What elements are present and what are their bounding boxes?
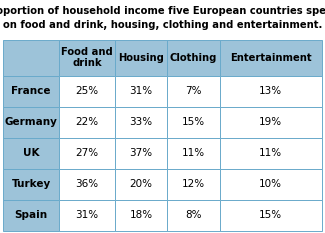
Text: Turkey: Turkey bbox=[11, 179, 51, 189]
Text: 12%: 12% bbox=[182, 179, 205, 189]
Text: Proportion of household income five European countries spend: Proportion of household income five Euro… bbox=[0, 6, 325, 16]
Bar bbox=[3, 200, 59, 231]
Text: 19%: 19% bbox=[259, 117, 282, 127]
Bar bbox=[115, 76, 167, 107]
Text: Food and
drink: Food and drink bbox=[61, 47, 113, 68]
Bar bbox=[167, 107, 220, 138]
Bar bbox=[167, 169, 220, 200]
Bar bbox=[59, 40, 115, 76]
Bar bbox=[167, 200, 220, 231]
Bar bbox=[3, 138, 59, 169]
Bar bbox=[3, 169, 59, 200]
Bar bbox=[220, 138, 322, 169]
Text: UK: UK bbox=[23, 148, 39, 158]
Bar bbox=[59, 76, 115, 107]
Bar bbox=[59, 169, 115, 200]
Bar bbox=[3, 40, 59, 76]
Text: 31%: 31% bbox=[129, 86, 152, 96]
Text: 13%: 13% bbox=[259, 86, 282, 96]
Text: Germany: Germany bbox=[5, 117, 58, 127]
Bar bbox=[220, 169, 322, 200]
Text: Clothing: Clothing bbox=[170, 53, 217, 63]
Text: 36%: 36% bbox=[75, 179, 98, 189]
Text: 33%: 33% bbox=[129, 117, 152, 127]
Bar bbox=[115, 138, 167, 169]
Text: 11%: 11% bbox=[259, 148, 282, 158]
Text: France: France bbox=[11, 86, 51, 96]
Bar bbox=[3, 76, 59, 107]
Bar bbox=[220, 200, 322, 231]
Text: 37%: 37% bbox=[129, 148, 152, 158]
Bar bbox=[167, 40, 220, 76]
Text: Housing: Housing bbox=[118, 53, 164, 63]
Bar bbox=[115, 200, 167, 231]
Bar bbox=[115, 169, 167, 200]
Bar bbox=[220, 76, 322, 107]
Text: 27%: 27% bbox=[75, 148, 98, 158]
Text: Spain: Spain bbox=[15, 210, 48, 220]
Text: 8%: 8% bbox=[185, 210, 202, 220]
Bar bbox=[167, 138, 220, 169]
Text: 10%: 10% bbox=[259, 179, 282, 189]
Text: 7%: 7% bbox=[185, 86, 202, 96]
Bar bbox=[220, 107, 322, 138]
Text: 31%: 31% bbox=[75, 210, 98, 220]
Bar bbox=[59, 200, 115, 231]
Bar bbox=[59, 107, 115, 138]
Bar bbox=[3, 107, 59, 138]
Bar bbox=[59, 138, 115, 169]
Text: Entertainment: Entertainment bbox=[230, 53, 312, 63]
Text: 15%: 15% bbox=[182, 117, 205, 127]
Text: 18%: 18% bbox=[129, 210, 152, 220]
Bar bbox=[115, 107, 167, 138]
Text: 25%: 25% bbox=[75, 86, 98, 96]
Text: 22%: 22% bbox=[75, 117, 98, 127]
Text: 11%: 11% bbox=[182, 148, 205, 158]
Bar bbox=[220, 40, 322, 76]
Bar bbox=[167, 76, 220, 107]
Text: 20%: 20% bbox=[129, 179, 152, 189]
Bar bbox=[115, 40, 167, 76]
Text: on food and drink, housing, clothing and entertainment.: on food and drink, housing, clothing and… bbox=[3, 20, 322, 30]
Text: 15%: 15% bbox=[259, 210, 282, 220]
